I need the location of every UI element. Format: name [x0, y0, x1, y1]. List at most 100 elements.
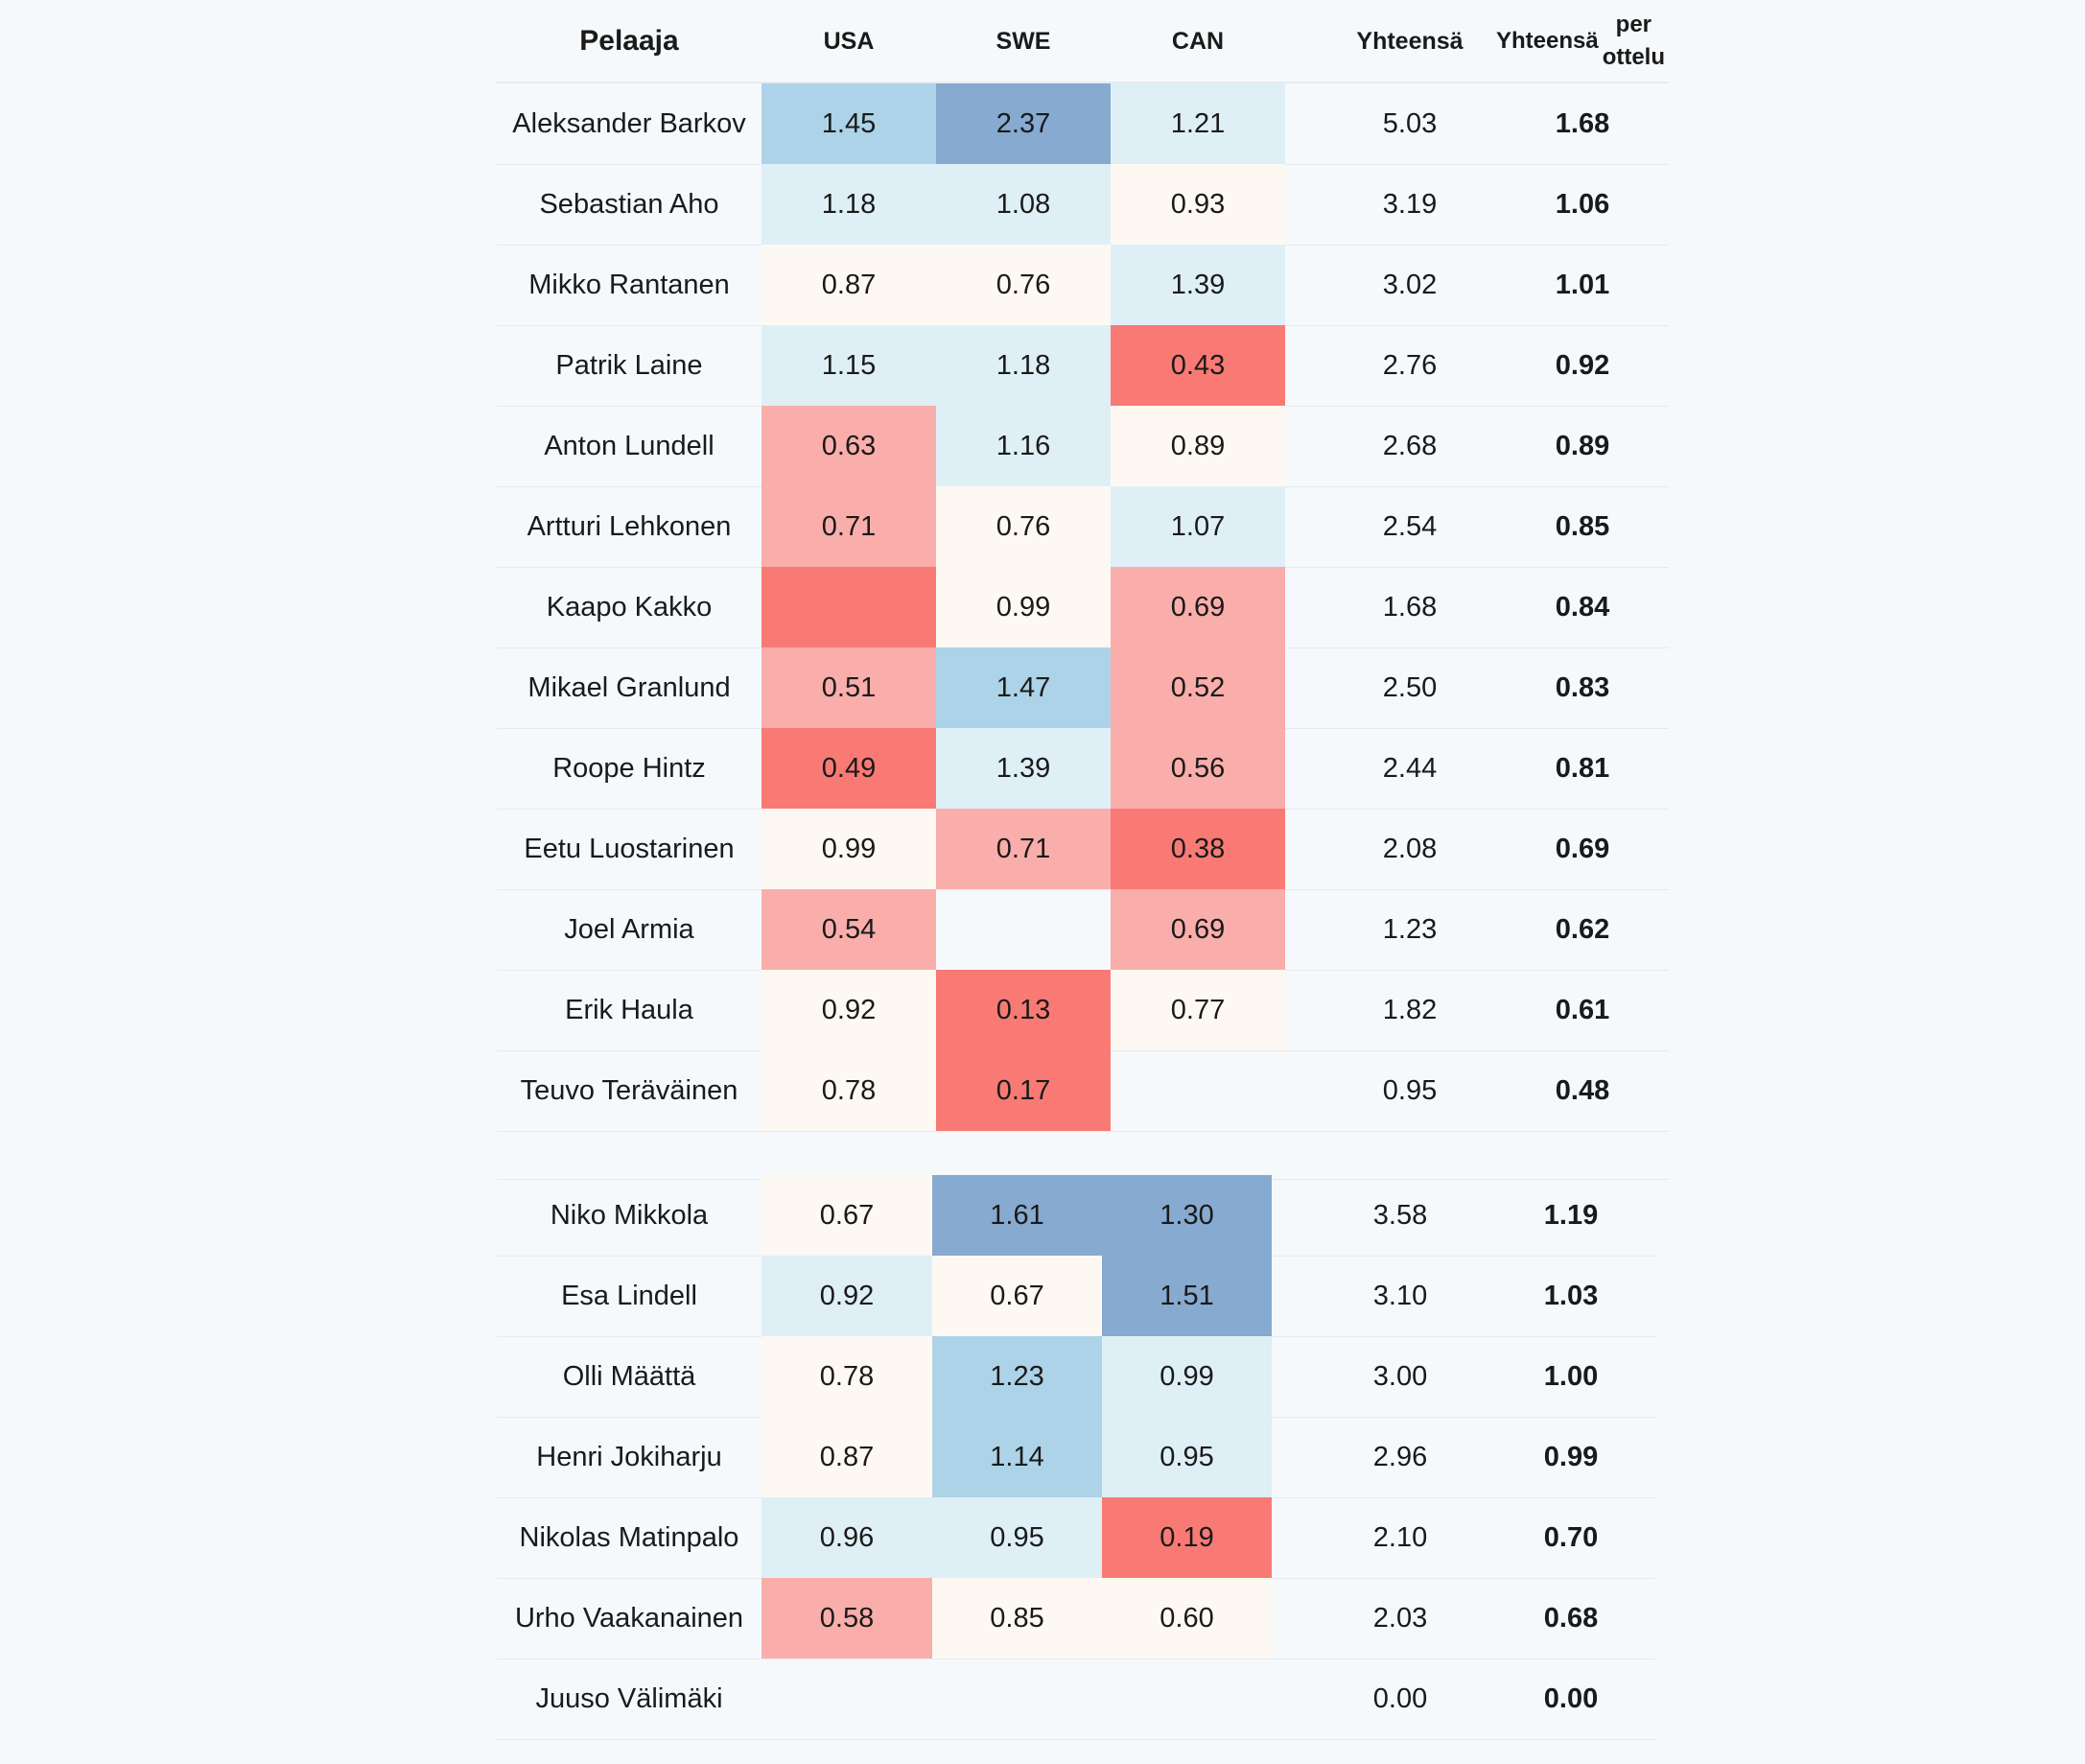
table-row: Esa Lindell 0.92 0.67 1.51 3.10 1.03	[497, 1256, 1655, 1337]
total-cell: 1.68	[1382, 591, 1438, 623]
group-separator	[497, 1131, 1669, 1180]
per-cell: 1.68	[1555, 107, 1610, 139]
header-per-game: Yhteensä per ottelu	[1496, 0, 1669, 82]
table-row: Joel Armia 0.54 0.69 1.23 0.62	[497, 889, 1669, 971]
swe-cell: 1.18	[936, 325, 1111, 406]
can-cell: 0.69	[1111, 567, 1285, 647]
table-row: Sebastian Aho 1.18 1.08 0.93 3.19 1.06	[497, 164, 1669, 246]
swe-cell: 0.95	[932, 1497, 1102, 1578]
player-cell: Anton Lundell	[544, 430, 715, 461]
swe-cell: 1.61	[932, 1175, 1102, 1256]
table-row: Teuvo Teräväinen 0.78 0.17 0.95 0.48	[497, 1050, 1669, 1132]
can-cell: 0.99	[1102, 1336, 1272, 1417]
table-row: Juuso Välimäki 0.00 0.00	[497, 1658, 1655, 1740]
table-row: Erik Haula 0.92 0.13 0.77 1.82 0.61	[497, 970, 1669, 1051]
header-total: Yhteensä	[1356, 27, 1464, 55]
total-cell: 3.10	[1372, 1280, 1428, 1311]
can-cell: 0.77	[1111, 970, 1285, 1050]
swe-cell: 1.39	[936, 728, 1111, 809]
swe-cell: 1.47	[936, 647, 1111, 728]
per-cell: 0.48	[1555, 1074, 1610, 1106]
usa-cell	[761, 567, 936, 647]
usa-cell: 0.87	[761, 245, 936, 325]
swe-cell	[932, 1658, 1102, 1739]
usa-cell: 0.99	[761, 809, 936, 889]
player-cell: Erik Haula	[565, 994, 693, 1025]
can-cell: 0.56	[1111, 728, 1285, 809]
table-row: Olli Määttä 0.78 1.23 0.99 3.00 1.00	[497, 1336, 1655, 1418]
total-cell: 3.19	[1382, 188, 1438, 220]
usa-cell: 1.45	[761, 83, 936, 164]
total-cell: 2.50	[1382, 671, 1438, 703]
per-cell: 1.00	[1543, 1360, 1599, 1392]
player-cell: Roope Hintz	[552, 752, 706, 784]
usa-cell: 0.51	[761, 647, 936, 728]
swe-cell: 0.13	[936, 970, 1111, 1050]
header-per-game-line1: Yhteensä	[1496, 28, 1599, 55]
total-cell: 3.02	[1382, 269, 1438, 300]
player-cell: Teuvo Teräväinen	[520, 1074, 738, 1106]
swe-cell: 0.85	[932, 1578, 1102, 1658]
can-cell: 0.95	[1102, 1417, 1272, 1497]
player-cell: Niko Mikkola	[550, 1199, 709, 1231]
can-cell: 0.52	[1111, 647, 1285, 728]
table-row: Roope Hintz 0.49 1.39 0.56 2.44 0.81	[497, 728, 1669, 810]
header-divider	[497, 82, 1669, 83]
player-cell: Henri Jokiharju	[536, 1441, 722, 1472]
per-cell: 0.85	[1555, 510, 1610, 542]
usa-cell: 0.92	[761, 1256, 932, 1336]
player-cell: Artturi Lehkonen	[527, 510, 732, 542]
per-cell: 0.62	[1555, 913, 1610, 945]
table-row: Kaapo Kakko 0.99 0.69 1.68 0.84	[497, 567, 1669, 648]
per-cell: 0.89	[1555, 430, 1610, 461]
total-cell: 2.03	[1372, 1602, 1428, 1634]
usa-cell: 0.54	[761, 889, 936, 970]
can-cell: 1.30	[1102, 1175, 1272, 1256]
per-cell: 1.06	[1555, 188, 1610, 220]
player-cell: Eetu Luostarinen	[524, 833, 735, 864]
usa-cell: 0.58	[761, 1578, 932, 1658]
per-cell: 0.69	[1555, 833, 1610, 864]
player-cell: Mikko Rantanen	[528, 269, 730, 300]
player-cell: Mikael Granlund	[527, 671, 731, 703]
swe-cell: 1.08	[936, 164, 1111, 245]
total-cell: 2.44	[1382, 752, 1438, 784]
swe-cell: 1.14	[932, 1417, 1102, 1497]
swe-cell: 0.17	[936, 1050, 1111, 1131]
player-cell: Patrik Laine	[555, 349, 703, 381]
per-cell: 1.01	[1555, 269, 1610, 300]
table-row: Anton Lundell 0.63 1.16 0.89 2.68 0.89	[497, 406, 1669, 487]
swe-cell: 0.67	[932, 1256, 1102, 1336]
usa-cell: 0.63	[761, 406, 936, 486]
total-cell: 0.00	[1372, 1682, 1428, 1714]
per-cell: 1.03	[1543, 1280, 1599, 1311]
can-cell: 1.21	[1111, 83, 1285, 164]
total-cell: 3.58	[1372, 1199, 1428, 1231]
table-row: Aleksander Barkov 1.45 2.37 1.21 5.03 1.68	[497, 83, 1669, 165]
can-cell: 0.38	[1111, 809, 1285, 889]
total-cell: 2.76	[1382, 349, 1438, 381]
header-usa: USA	[823, 27, 875, 55]
header-can: CAN	[1171, 27, 1225, 55]
player-cell: Olli Määttä	[562, 1360, 696, 1392]
usa-cell: 1.18	[761, 164, 936, 245]
can-cell: 1.07	[1111, 486, 1285, 567]
player-cell: Esa Lindell	[561, 1280, 697, 1311]
can-cell	[1111, 1050, 1285, 1131]
table-row: Niko Mikkola 0.67 1.61 1.30 3.58 1.19	[497, 1175, 1655, 1257]
table-row: Eetu Luostarinen 0.99 0.71 0.38 2.08 0.69	[497, 809, 1669, 890]
total-cell: 1.82	[1382, 994, 1438, 1025]
can-cell: 0.69	[1111, 889, 1285, 970]
usa-cell	[761, 1658, 932, 1739]
per-cell: 0.68	[1543, 1602, 1599, 1634]
can-cell: 1.39	[1111, 245, 1285, 325]
swe-cell: 2.37	[936, 83, 1111, 164]
player-cell: Joel Armia	[564, 913, 694, 945]
can-cell: 0.89	[1111, 406, 1285, 486]
can-cell: 1.51	[1102, 1256, 1272, 1336]
player-cell: Nikolas Matinpalo	[519, 1521, 739, 1553]
per-cell: 0.61	[1555, 994, 1610, 1025]
table-row: Mikko Rantanen 0.87 0.76 1.39 3.02 1.01	[497, 245, 1669, 326]
can-cell: 0.43	[1111, 325, 1285, 406]
